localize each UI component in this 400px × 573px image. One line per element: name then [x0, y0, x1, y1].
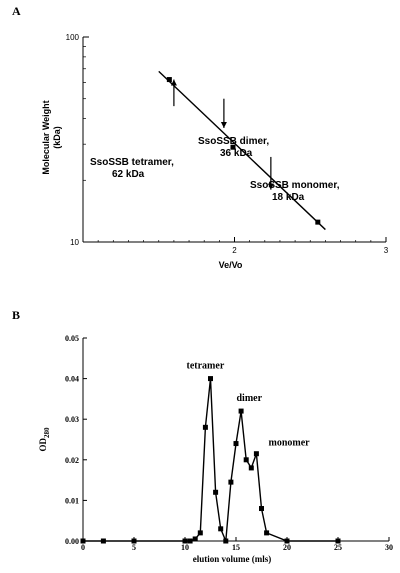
x-tick-label-b: 20 [283, 543, 291, 552]
panel-b-letter: B [12, 308, 20, 322]
data-point-b [131, 538, 137, 544]
annotation-line-a: SsoSSB dimer, [198, 136, 269, 147]
data-point-b [284, 538, 290, 544]
y-axis-label-main-b: OD [38, 437, 48, 451]
y-tick-label-a: 10 [70, 238, 79, 247]
annotation-line-a: 18 kDa [272, 192, 305, 203]
y-tick-label-b: 0.00 [65, 537, 79, 546]
x-tick-label-b: 5 [132, 543, 136, 552]
data-point-b [202, 424, 208, 430]
annotation-line-a: SsoSSB tetramer, [90, 157, 174, 168]
data-point-b [182, 538, 188, 544]
y-axis-label-a: Molecular Weight(kDa) [41, 100, 62, 174]
data-point-b [233, 441, 239, 447]
data-point-b [208, 376, 213, 382]
series-line-b [83, 378, 338, 542]
y-tick-label-b: 0.01 [65, 496, 79, 505]
y-axis-label-line-a: Molecular Weight [41, 100, 51, 174]
data-point-b [192, 536, 198, 542]
annotation-b: dimer [236, 393, 262, 404]
data-point-b [187, 538, 193, 544]
panel-a-letter: A [12, 4, 21, 18]
data-point-b [253, 451, 259, 457]
data-point-a [230, 144, 236, 150]
data-point-b [248, 465, 254, 471]
annotation-a: SsoSSB monomer, 18 kDa [250, 180, 340, 203]
annotation-arrow-head-a [220, 121, 227, 128]
data-point-b [197, 530, 203, 536]
data-point-b [228, 479, 234, 485]
annotation-line-a: SsoSSB monomer, [250, 180, 340, 191]
annotation-arrow-head-a [170, 79, 177, 86]
chart-a: 2 3 10 100 Ve/Vo Molecular Weight(kDa) SsoSSB … [41, 33, 389, 270]
data-point-b [238, 408, 244, 414]
x-tick-label-a: 2 [232, 246, 237, 255]
annotation-b: monomer [268, 438, 310, 449]
y-axis-label-line-a: (kDa) [52, 126, 62, 149]
y-axis-label-b: OD280 [38, 427, 51, 452]
annotation-a: SsoSSB tetramer, 62 kDa [90, 157, 174, 180]
x-tick-label-b: 10 [181, 543, 189, 552]
data-point-b [100, 538, 106, 544]
x-tick-label-b: 25 [334, 543, 342, 552]
data-point-b [243, 457, 249, 463]
x-tick-label-b: 30 [385, 543, 393, 552]
data-point-b [213, 489, 219, 495]
x-axis-label-b: elution volume (mls) [193, 554, 272, 564]
annotation-b: tetramer [187, 360, 225, 371]
fit-line-a [158, 70, 326, 231]
x-axis-label-a: Ve/Vo [219, 260, 243, 270]
y-tick-label-a: 100 [66, 33, 80, 42]
y-tick-label-b: 0.02 [65, 456, 79, 465]
data-point-a [315, 219, 321, 225]
data-point-b [259, 506, 264, 512]
y-tick-label-b: 0.05 [65, 334, 79, 343]
chart-b: 0 5 10 15 20 25 30 0.00 0.01 0.02 0.03 0.04 0.05 elut… [38, 334, 393, 564]
x-tick-label-b: 0 [81, 543, 85, 552]
y-axis-label-sub-b: 280 [43, 427, 51, 438]
data-point-a [166, 77, 172, 83]
data-point-b [335, 538, 341, 544]
annotation-a: SsoSSB dimer, 36 kDa [198, 136, 269, 159]
data-point-b [218, 526, 224, 532]
data-point-b [80, 538, 86, 544]
data-point-b [223, 538, 229, 544]
annotation-line-a: 62 kDa [112, 169, 145, 180]
data-point-b [264, 530, 270, 536]
y-tick-label-b: 0.04 [65, 375, 79, 384]
x-tick-label-b: 15 [232, 543, 240, 552]
x-tick-label-a: 3 [384, 246, 389, 255]
annotation-line-a: 36 kDa [220, 148, 253, 159]
annotation-arrow-head-a [267, 183, 274, 190]
y-tick-label-b: 0.03 [65, 415, 79, 424]
